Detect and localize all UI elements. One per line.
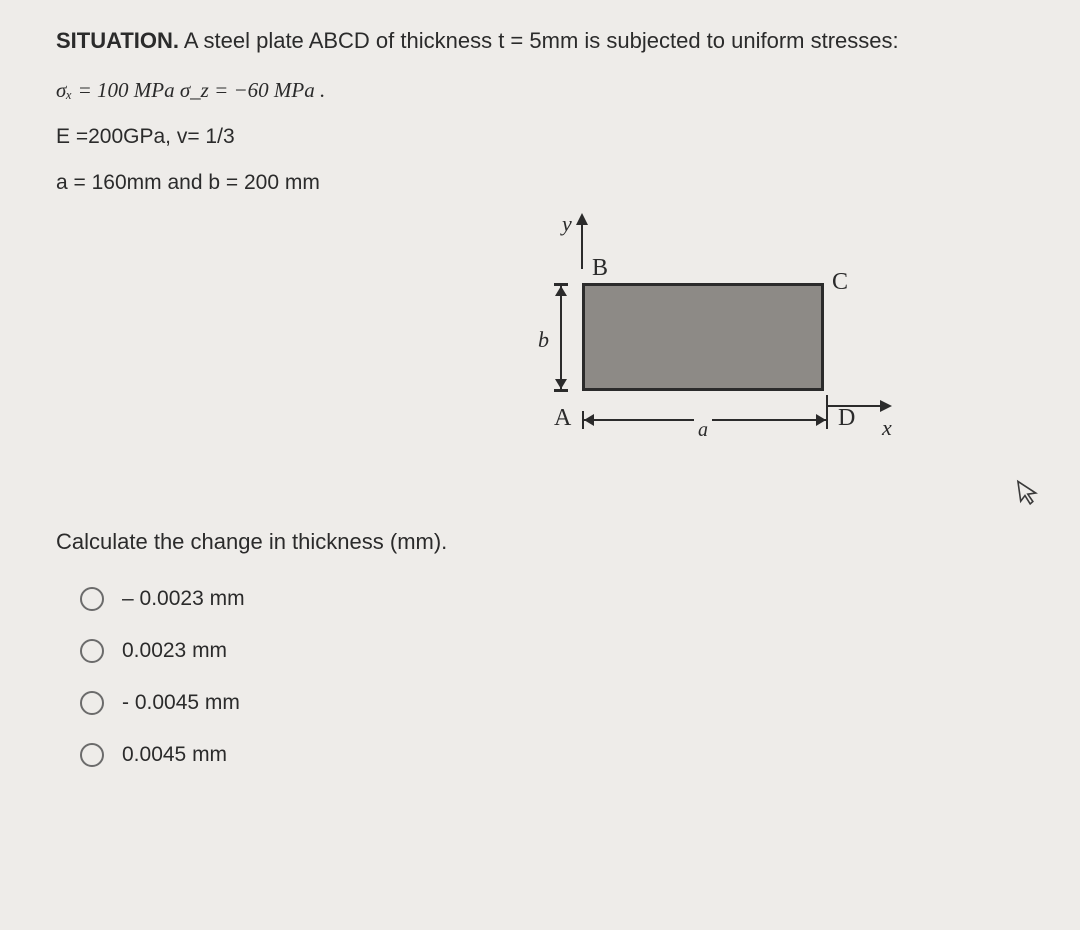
corner-label-d: D bbox=[838, 405, 855, 432]
title-rest: A steel plate ABCD of thickness t = 5mm … bbox=[179, 28, 899, 53]
radio-icon[interactable] bbox=[80, 587, 104, 611]
option-2[interactable]: 0.0023 mm bbox=[80, 639, 1024, 663]
x-axis-arrow-icon bbox=[880, 400, 892, 412]
dim-b-line bbox=[560, 285, 562, 391]
y-axis-line bbox=[581, 219, 583, 269]
y-axis-label: y bbox=[562, 211, 572, 237]
dim-b-tick-bottom bbox=[554, 389, 568, 392]
plate-rectangle bbox=[582, 283, 824, 391]
dim-b-arrow-down-icon bbox=[555, 379, 567, 389]
param-a-b: a = 160mm and b = 200 mm bbox=[56, 171, 1024, 195]
corner-label-b: B bbox=[592, 255, 608, 282]
plate-figure: y B C A D b a x bbox=[476, 219, 936, 469]
option-label: - 0.0045 mm bbox=[122, 691, 240, 715]
param-e-v: E =200GPa, v= 1/3 bbox=[56, 125, 1024, 149]
corner-label-a: A bbox=[554, 405, 571, 432]
question-text: Calculate the change in thickness (mm). bbox=[56, 529, 1024, 555]
dim-a-arrow-right-icon bbox=[816, 414, 826, 426]
situation-title: SITUATION. A steel plate ABCD of thickne… bbox=[56, 28, 1024, 54]
title-bold: SITUATION. bbox=[56, 28, 179, 53]
radio-icon[interactable] bbox=[80, 639, 104, 663]
stress-values: σₓ = 100 MPa σ_z = −60 MPa . bbox=[56, 78, 1024, 103]
option-1[interactable]: – 0.0023 mm bbox=[80, 587, 1024, 611]
radio-icon[interactable] bbox=[80, 691, 104, 715]
dim-a-label: a bbox=[694, 419, 712, 442]
corner-label-c: C bbox=[832, 269, 848, 296]
answer-options: – 0.0023 mm 0.0023 mm - 0.0045 mm 0.0045… bbox=[80, 587, 1024, 767]
option-label: – 0.0023 mm bbox=[122, 587, 245, 611]
y-axis-arrow-icon bbox=[576, 213, 588, 225]
x-axis-line bbox=[826, 405, 882, 407]
dim-b-label: b bbox=[538, 327, 549, 353]
cursor-icon bbox=[1016, 477, 1043, 515]
x-axis-label: x bbox=[882, 415, 892, 441]
option-3[interactable]: - 0.0045 mm bbox=[80, 691, 1024, 715]
dim-a-tick-right bbox=[826, 395, 828, 429]
radio-icon[interactable] bbox=[80, 743, 104, 767]
option-label: 0.0023 mm bbox=[122, 639, 227, 663]
option-4[interactable]: 0.0045 mm bbox=[80, 743, 1024, 767]
option-label: 0.0045 mm bbox=[122, 743, 227, 767]
